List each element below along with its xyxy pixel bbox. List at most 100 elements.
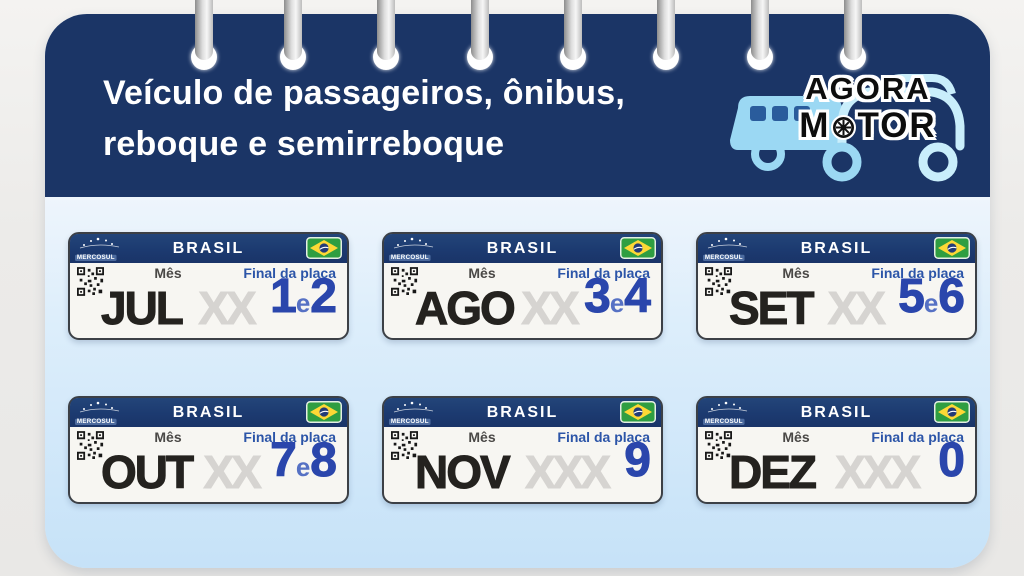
card-header: Veículo de passageiros, ônibus, reboque …: [45, 14, 990, 197]
binder-ring: [189, 0, 219, 74]
plate-month: DEZ: [729, 446, 818, 499]
plate-final-digits: 3e4: [584, 269, 652, 336]
plate-value: NOV XXX 9: [415, 434, 652, 500]
logo-text: AGORA M TOR: [760, 72, 976, 150]
binder-ring: [745, 0, 775, 74]
month-label: Mês: [154, 265, 182, 281]
qr-code-icon: [705, 267, 732, 296]
qr-code-icon: [391, 267, 418, 296]
final-digit: 1: [270, 270, 298, 324]
final-digit: 3: [584, 270, 612, 324]
brazil-flag-icon: [306, 401, 342, 423]
month-label: Mês: [782, 429, 810, 445]
mercosul-label: MERCOSUL: [703, 254, 745, 261]
qr-code-icon: [77, 431, 104, 460]
brazil-flag-icon: [306, 237, 342, 259]
plate-final-digits: 1e2: [270, 269, 338, 336]
plate-value: JUL XX 1e2: [101, 270, 338, 336]
plate-country-label: BRASIL: [800, 239, 873, 257]
plate-header-bar: MERCOSUL BRASIL: [384, 234, 661, 263]
mercosul-emblem: MERCOSUL: [703, 235, 761, 262]
month-label: Mês: [782, 265, 810, 281]
plate-value: DEZ XXX 0: [729, 434, 966, 500]
plate-mask: XXX: [524, 446, 611, 499]
plate-month: NOV: [415, 446, 512, 499]
plate-country-label: BRASIL: [486, 239, 559, 257]
brazil-flag-icon: [934, 401, 970, 423]
license-plate-set: MERCOSUL BRASIL Mês Final da placa SET X…: [696, 232, 977, 340]
plate-value: AGO XX 3e4: [415, 270, 652, 336]
final-digit: 0: [938, 434, 966, 488]
plate-header-bar: MERCOSUL BRASIL: [698, 398, 975, 427]
final-label: Final da placa: [557, 429, 650, 445]
plate-value: OUT XX 7e8: [100, 434, 337, 500]
logo-word-motor: M TOR: [760, 106, 976, 150]
final-separator: e: [609, 288, 625, 318]
plate-month: OUT: [100, 446, 194, 499]
final-separator: e: [923, 288, 939, 318]
title-line-1: Veículo de passageiros, ônibus,: [103, 74, 626, 112]
final-digit: 6: [938, 270, 966, 324]
license-plate-dez: MERCOSUL BRASIL Mês Final da placa DEZ X…: [696, 396, 977, 504]
month-label: Mês: [468, 429, 496, 445]
plate-country-label: BRASIL: [800, 403, 873, 421]
agora-motor-logo: AGORA M TOR: [724, 50, 980, 200]
plate-header-bar: MERCOSUL BRASIL: [70, 398, 347, 427]
plate-mask: XX: [203, 446, 262, 499]
final-digit: 8: [310, 434, 338, 488]
final-label: Final da placa: [243, 429, 336, 445]
mercosul-stars-icon: [393, 237, 434, 249]
mercosul-emblem: MERCOSUL: [389, 235, 447, 262]
mercosul-stars-icon: [79, 237, 120, 249]
plate-final-digits: 0: [938, 433, 966, 500]
final-separator: e: [295, 288, 311, 318]
binder-ring: [651, 0, 681, 74]
page-title: Veículo de passageiros, ônibus, reboque …: [103, 68, 743, 170]
final-digit: 2: [310, 270, 338, 324]
mercosul-emblem: MERCOSUL: [703, 399, 761, 426]
final-digit: 7: [270, 434, 298, 488]
plate-country-label: BRASIL: [486, 403, 559, 421]
mercosul-label: MERCOSUL: [75, 418, 117, 425]
brazil-flag-icon: [620, 401, 656, 423]
plate-final-digits: 7e8: [270, 433, 338, 500]
qr-code-icon: [77, 267, 104, 296]
binder-ring: [278, 0, 308, 74]
plate-month: AGO: [415, 282, 517, 335]
final-separator: e: [295, 452, 311, 482]
binder-ring: [838, 0, 868, 74]
month-label: Mês: [154, 429, 182, 445]
plate-mask: XX: [521, 282, 580, 335]
plate-country-label: BRASIL: [172, 239, 245, 257]
mercosul-stars-icon: [707, 401, 748, 413]
qr-code-icon: [705, 431, 732, 460]
mercosul-stars-icon: [393, 401, 434, 413]
mercosul-label: MERCOSUL: [703, 418, 745, 425]
wheel-icon: [830, 110, 857, 150]
plate-mask: XX: [198, 282, 257, 335]
mercosul-emblem: MERCOSUL: [75, 399, 133, 426]
plate-value: SET XX 5e6: [728, 270, 965, 336]
plate-mask: XXX: [835, 446, 922, 499]
month-label: Mês: [468, 265, 496, 281]
brazil-flag-icon: [934, 237, 970, 259]
license-plate-out: MERCOSUL BRASIL Mês Final da placa OUT X…: [68, 396, 349, 504]
final-digit: 9: [624, 434, 652, 488]
binder-ring: [558, 0, 588, 74]
plate-header-bar: MERCOSUL BRASIL: [384, 398, 661, 427]
title-line-2: reboque e semirreboque: [103, 125, 505, 163]
final-digit: 5: [898, 270, 926, 324]
plate-final-digits: 9: [624, 433, 652, 500]
mercosul-emblem: MERCOSUL: [389, 399, 447, 426]
mercosul-stars-icon: [707, 237, 748, 249]
final-label: Final da placa: [871, 265, 964, 281]
plate-mask: XX: [827, 282, 886, 335]
logo-word-agora: AGORA: [805, 71, 931, 106]
plate-month: JUL: [101, 282, 185, 335]
car-icon: [822, 74, 965, 182]
final-label: Final da placa: [557, 265, 650, 281]
plate-header-bar: MERCOSUL BRASIL: [698, 234, 975, 263]
license-plate-ago: MERCOSUL BRASIL Mês Final da placa AGO X…: [382, 232, 663, 340]
plate-final-digits: 5e6: [898, 269, 966, 336]
final-label: Final da placa: [871, 429, 964, 445]
